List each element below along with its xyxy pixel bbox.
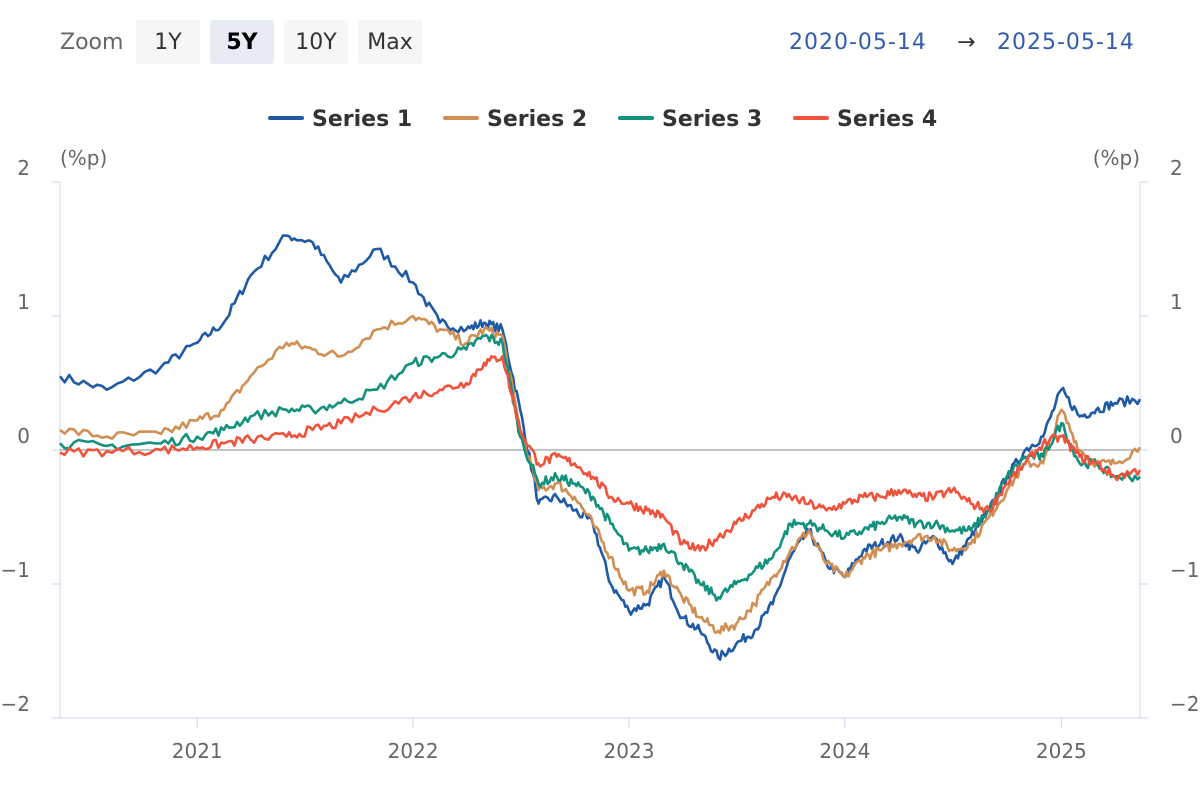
legend-label: Series 4 — [837, 107, 937, 132]
y-axis-unit-left: (%p) — [60, 146, 107, 170]
legend-label: Series 3 — [662, 107, 762, 132]
zoom-max-button[interactable]: Max — [358, 20, 422, 64]
y-tick-label-right: −2 — [1170, 692, 1199, 716]
chart-toolbar: Zoom 1Y 5Y 10Y Max 2020-05-14 → 2025-05-… — [0, 20, 1200, 64]
y-tick-label-left: −2 — [1, 692, 30, 716]
series-line-3[interactable] — [59, 333, 1141, 602]
y-tick-label-right: 2 — [1170, 156, 1183, 180]
legend-item-series-4[interactable]: Series 4 — [793, 107, 937, 132]
chart-axes: 2 2 1 1 0 0 −1 −1 −2 −2 (%p) (%p) 2021 2022 2023 2024 20… — [1, 146, 1200, 763]
legend-item-series-2[interactable]: Series 2 — [443, 107, 587, 132]
plot-area — [58, 234, 1142, 661]
legend-label: Series 2 — [487, 107, 587, 132]
y-tick-label-left: 0 — [17, 424, 30, 448]
series-line-2[interactable] — [59, 314, 1142, 635]
y-tick-label-right: 0 — [1170, 424, 1183, 448]
date-range-arrow: → — [957, 30, 977, 55]
series-line-4[interactable] — [59, 354, 1142, 552]
zoom-1y-button[interactable]: 1Y — [136, 20, 200, 64]
legend-item-series-1[interactable]: Series 1 — [268, 107, 412, 132]
y-axis-unit-right: (%p) — [1093, 146, 1140, 170]
y-tick-label-left: −1 — [1, 558, 30, 582]
series-line-1[interactable] — [58, 234, 1142, 661]
legend-item-series-3[interactable]: Series 3 — [618, 107, 762, 132]
zoom-5y-button[interactable]: 5Y — [210, 20, 274, 64]
x-tick-label: 2024 — [819, 739, 870, 763]
y-tick-label-right: −1 — [1170, 558, 1199, 582]
x-tick-label: 2025 — [1036, 739, 1087, 763]
x-tick-label: 2022 — [388, 739, 439, 763]
chart-legend[interactable]: Series 1 Series 2 Series 3 Series 4 — [268, 107, 937, 132]
date-range-from[interactable]: 2020-05-14 — [789, 30, 927, 55]
zoom-label: Zoom — [60, 30, 124, 55]
zoom-10y-button[interactable]: 10Y — [284, 20, 348, 64]
y-tick-label-left: 1 — [17, 290, 30, 314]
y-tick-label-right: 1 — [1170, 290, 1183, 314]
x-tick-label: 2023 — [604, 739, 655, 763]
x-tick-label: 2021 — [172, 739, 223, 763]
y-tick-label-left: 2 — [17, 156, 30, 180]
date-range-to[interactable]: 2025-05-14 — [997, 30, 1135, 55]
legend-label: Series 1 — [312, 107, 412, 132]
